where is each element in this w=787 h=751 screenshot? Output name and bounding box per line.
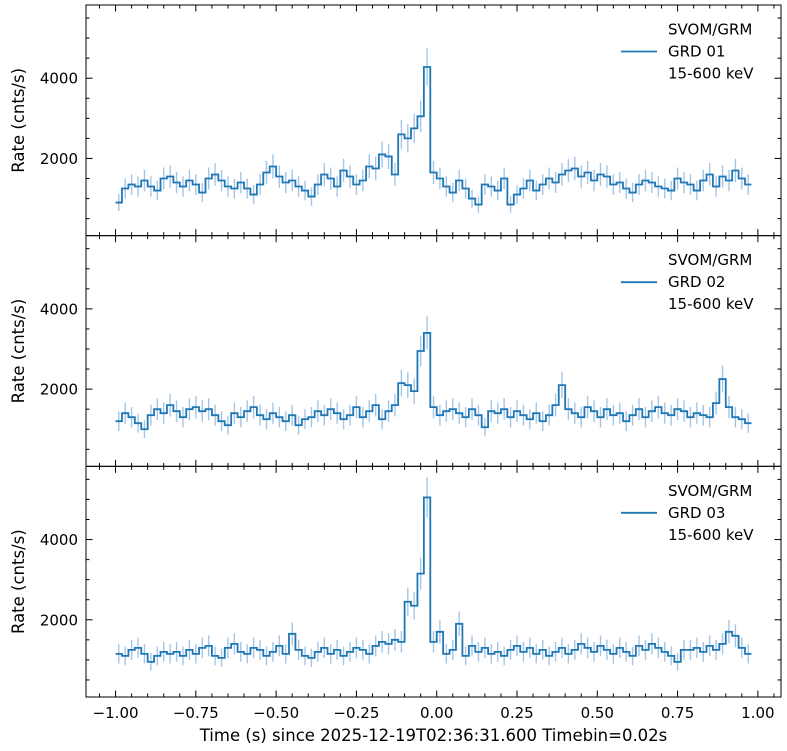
y-tick-label: 4000 (40, 531, 78, 549)
legend-label: SVOM/GRM (668, 21, 752, 39)
legend-label: 15-600 keV (668, 526, 754, 544)
legend-label: 15-600 keV (668, 65, 754, 83)
x-tick-label: 0.50 (581, 704, 614, 722)
lightcurve-step-line (115, 332, 752, 431)
x-axis-label: Time (s) since 2025-12-19T02:36:31.600 T… (199, 726, 668, 745)
x-tick-label: 0.75 (661, 704, 694, 722)
legend-label: 15-600 keV (668, 295, 754, 313)
y-tick-label: 2000 (40, 150, 78, 168)
lightcurve-step-line (115, 496, 752, 663)
lightcurve-step-line (115, 66, 752, 206)
legend-label: GRD 01 (668, 43, 725, 61)
panel-grd02: 2000 4000 Rate (cnts/s) SVOM/GRM GRD 02 15-60… (9, 235, 782, 467)
axes-frame (85, 465, 782, 698)
x-tick-label: −0.50 (253, 704, 299, 722)
x-tick-label: −0.75 (173, 704, 219, 722)
x-tick-label: 1.00 (741, 704, 774, 722)
legend-grd03: SVOM/GRM GRD 03 15-600 keV (621, 482, 754, 544)
y-tick-label: 2000 (40, 611, 78, 629)
y-tick-label: 4000 (40, 300, 78, 318)
y-axis-label: Rate (cnts/s) (9, 68, 28, 173)
legend-label: SVOM/GRM (668, 482, 752, 500)
legend-grd02: SVOM/GRM GRD 02 15-600 keV (621, 251, 754, 313)
legend-label: GRD 02 (668, 273, 725, 291)
x-tick-label: 0.00 (420, 704, 453, 722)
y-axis-label: Rate (cnts/s) (9, 529, 28, 634)
panel-grd01: 2000 4000 Rate (cnts/s) SVOM/GRM GRD 01 15-60… (9, 4, 782, 237)
x-tick-label: −1.00 (93, 704, 139, 722)
y-tick-label: 2000 (40, 381, 78, 399)
y-axis-label: Rate (cnts/s) (9, 299, 28, 404)
ticks (86, 5, 781, 236)
x-tick-label: 0.25 (500, 704, 533, 722)
panel-grd03: 2000 4000 Rate (cnts/s) SVOM/GRM GRD 03 15-60… (9, 465, 782, 698)
legend-label: GRD 03 (668, 504, 725, 522)
x-tick-label: −0.25 (333, 704, 379, 722)
ticks (86, 466, 781, 697)
ticks (86, 235, 781, 467)
legend-label: SVOM/GRM (668, 251, 752, 269)
legend-grd01: SVOM/GRM GRD 01 15-600 keV (621, 21, 754, 83)
y-tick-label: 4000 (40, 70, 78, 88)
